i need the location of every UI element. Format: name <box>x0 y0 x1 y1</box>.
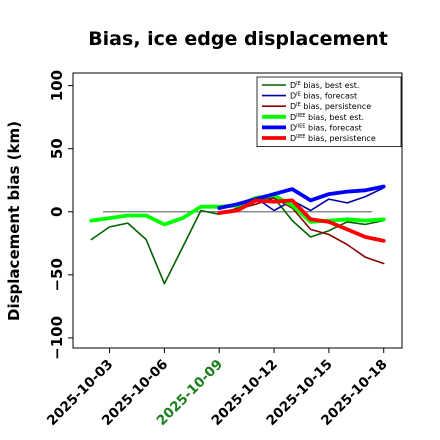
series-line-6 <box>217 198 386 243</box>
y-axis-label: Displacement bias (km) <box>5 121 23 321</box>
series-line-1 <box>90 197 385 285</box>
legend-label: DIE bias, persistence <box>290 102 371 111</box>
legend-label: DIE bias, best est. <box>290 81 359 90</box>
y-tick-label: 100 <box>48 70 66 101</box>
legend-label: DIIEE bias, persistence <box>290 134 376 143</box>
plot-frame <box>72 72 403 349</box>
y-tick-label: 0 <box>48 207 66 217</box>
series-line-5 <box>217 184 386 210</box>
legend-label: DIIEE bias, best est. <box>290 113 364 122</box>
legend-box <box>256 76 402 147</box>
y-tick-label: −50 <box>48 258 66 291</box>
legend: DIE bias, best est. DIE bias, forecastDIE… <box>256 76 402 147</box>
y-tick-label: 50 <box>48 138 66 159</box>
y-axis: −100 −50 0 50 100 <box>48 70 73 360</box>
legend-label: DIIEE bias, forecast <box>290 123 362 132</box>
legend-label: DIE bias, forecast <box>290 92 357 101</box>
y-tick-label: −100 <box>48 316 66 360</box>
chart-title: Bias, ice edge displacement <box>88 28 388 50</box>
plot-area <box>89 184 386 285</box>
